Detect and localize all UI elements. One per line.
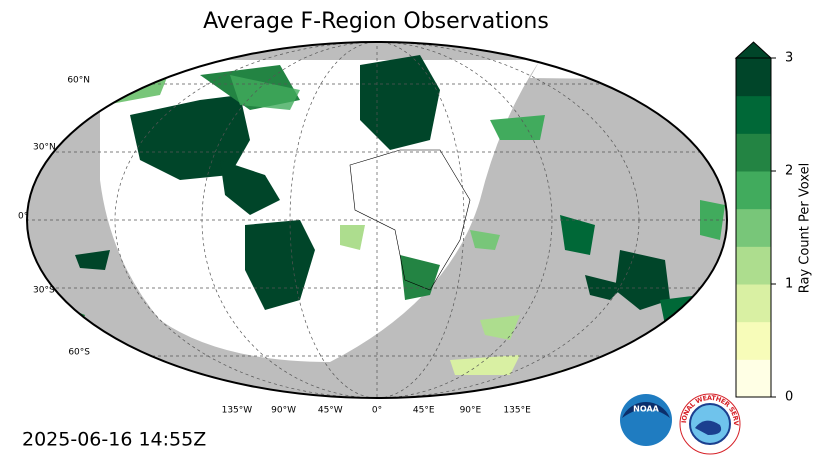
lat-label: 0° bbox=[18, 212, 28, 222]
colorbar-label: Ray Count Per Voxel bbox=[798, 163, 813, 293]
colorbar-band bbox=[736, 284, 771, 323]
lat-label: 30°N bbox=[33, 143, 56, 153]
colorbar-band bbox=[736, 208, 771, 247]
colorbar-band bbox=[736, 58, 771, 97]
lon-label: 90°W bbox=[271, 406, 296, 416]
colorbar-tick-label: 1 bbox=[785, 277, 793, 292]
map-border bbox=[26, 41, 728, 399]
lon-label: 45°E bbox=[413, 406, 435, 416]
lat-label: 30°S bbox=[33, 286, 55, 296]
graticule-labels: 60°N 30°N 0° 30°S 60°S 135°W 90°W 45°W 0° 45°E 90°… bbox=[18, 76, 531, 416]
lon-label: 135°E bbox=[503, 406, 531, 416]
colorbar-band bbox=[736, 359, 771, 398]
lon-label: 45°W bbox=[318, 406, 343, 416]
colorbar-frame bbox=[735, 57, 772, 398]
colorbar-band bbox=[736, 95, 771, 134]
colorbar-extension bbox=[734, 41, 773, 59]
lon-label: 90°E bbox=[460, 406, 482, 416]
noaa-text: NOAA bbox=[633, 405, 659, 414]
lon-label: 135°W bbox=[222, 406, 253, 416]
lon-label: 0° bbox=[372, 406, 382, 416]
noaa-logo: NOAA bbox=[620, 394, 672, 446]
lat-label: 60°S bbox=[68, 348, 90, 358]
timestamp: 2025-06-16 14:55Z bbox=[22, 429, 206, 451]
colorbar: 0 1 2 3 bbox=[734, 41, 793, 405]
colorbar-band bbox=[736, 133, 771, 172]
colorbar-tick-label: 3 bbox=[785, 51, 793, 66]
day-region-north bbox=[530, 60, 700, 80]
colorbar-band bbox=[736, 321, 771, 360]
colorbar-band bbox=[736, 246, 771, 285]
colorbar-tick-label: 2 bbox=[785, 164, 793, 179]
colorbar-band bbox=[736, 171, 771, 210]
colorbar-tick-label: 0 bbox=[785, 390, 793, 405]
lat-label: 60°N bbox=[67, 76, 90, 86]
title: Average F-Region Observations bbox=[203, 9, 549, 34]
